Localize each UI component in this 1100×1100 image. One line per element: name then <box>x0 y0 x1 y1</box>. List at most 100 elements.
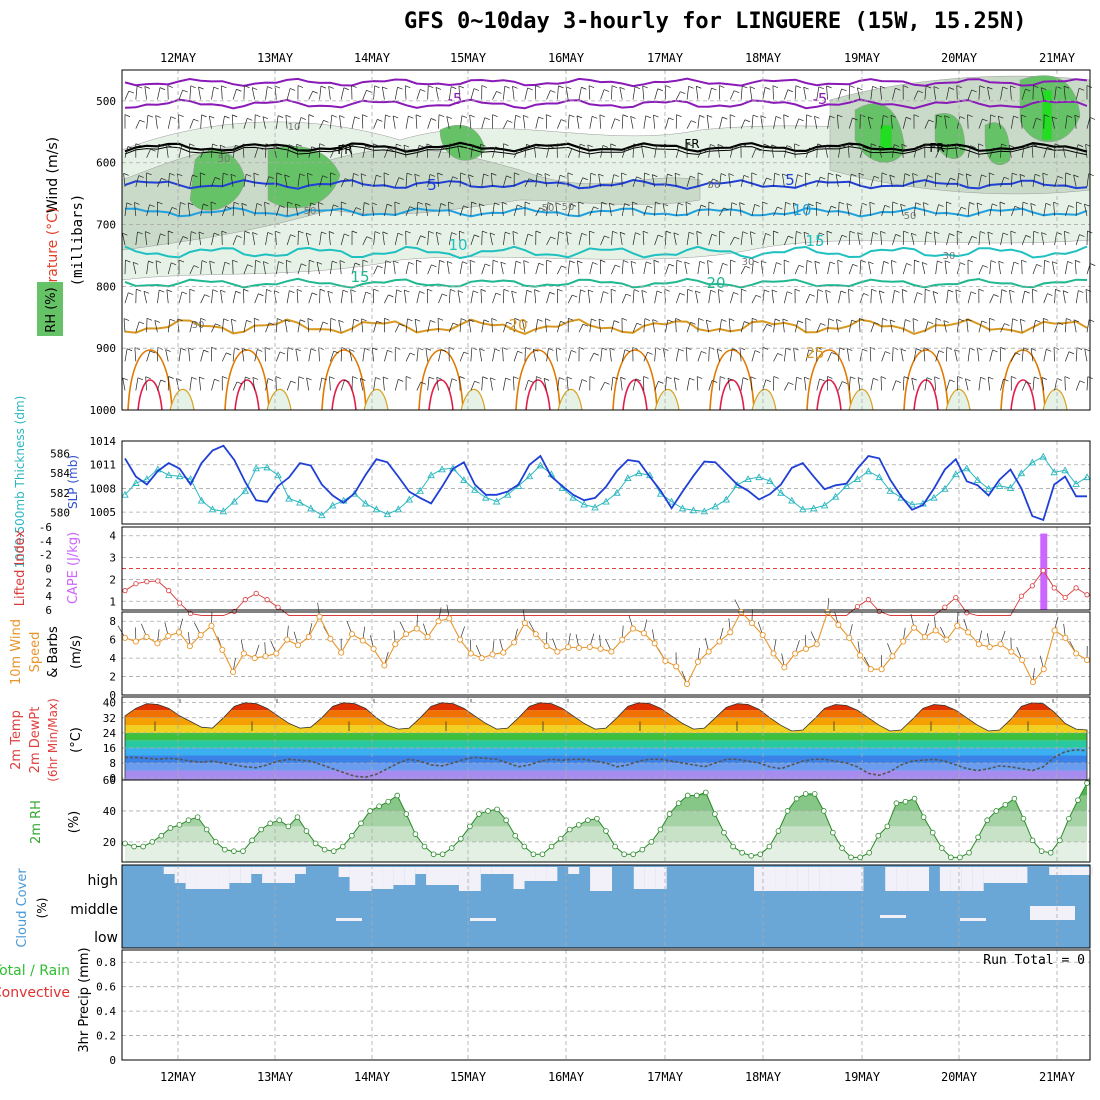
wind-barb <box>275 376 281 379</box>
thickness-marker <box>744 475 752 483</box>
wind-barb <box>874 322 880 325</box>
wind-barb <box>201 260 208 263</box>
wind-barb <box>275 230 281 234</box>
lifted-index-marker <box>166 588 172 594</box>
wind-barb <box>441 147 447 150</box>
wind-barb <box>777 353 783 356</box>
wind-barb <box>392 115 399 119</box>
wind-barb <box>827 205 832 217</box>
wind-barb <box>1041 232 1047 235</box>
wind-barb <box>362 202 365 216</box>
wind-barb <box>427 288 433 292</box>
wind-barb <box>926 377 933 381</box>
wind-barb <box>350 289 356 293</box>
wind-barb <box>1064 230 1070 234</box>
wind-barb <box>396 143 402 147</box>
wind-barb <box>436 377 442 380</box>
wind-barb <box>970 291 977 295</box>
wind-barb <box>451 378 458 381</box>
wind-barb <box>1042 173 1045 187</box>
wind-barb <box>1053 347 1055 362</box>
rh-contour-fill <box>1042 388 1068 411</box>
wind-barb <box>557 231 560 246</box>
wind-barb <box>851 173 857 177</box>
high-cloud-gap <box>240 867 252 883</box>
wind-barb <box>721 319 727 322</box>
rh-marker <box>1029 837 1036 844</box>
rh-marker <box>830 829 836 836</box>
wind-barb <box>502 322 508 333</box>
wind-barb <box>181 291 188 295</box>
wind-barb <box>366 236 372 240</box>
wind-barb <box>382 376 389 380</box>
wind-barb <box>836 319 842 322</box>
lifted-index-marker <box>122 588 128 594</box>
rh-legend-swatch <box>37 282 63 336</box>
slp-line <box>124 444 1087 522</box>
temp-contour-label: 15 <box>805 232 824 250</box>
wind-barb <box>753 260 759 264</box>
wind-barb <box>334 149 340 152</box>
thickness-marker <box>1017 469 1026 477</box>
wind-barb <box>889 319 893 333</box>
rh-marker <box>503 817 509 824</box>
high-cloud-gap <box>950 867 962 891</box>
wind-barb <box>900 348 907 352</box>
wind-speed-marker <box>1019 656 1026 664</box>
wind-barb <box>782 173 788 177</box>
wind-barb <box>921 262 926 275</box>
wind-barb <box>522 115 526 129</box>
wind-barb <box>697 351 702 362</box>
wind-barb <box>200 294 205 304</box>
wind-barb <box>589 206 594 217</box>
wind-barb <box>571 148 578 151</box>
wind-barb <box>901 289 904 304</box>
wind-barb <box>776 262 782 265</box>
wind-barb <box>576 115 583 119</box>
wind-barb <box>1074 114 1080 118</box>
wind-speed-marker <box>121 634 129 641</box>
wind-barb <box>204 147 210 151</box>
wind-barb <box>762 233 766 246</box>
wind-barb <box>535 173 538 187</box>
wind-barb <box>289 290 295 293</box>
wind-speed-marker <box>305 633 312 640</box>
wind-speed-marker <box>489 651 496 658</box>
high-cloud-gap <box>764 867 776 891</box>
wind-barb <box>178 114 184 118</box>
wind-barb <box>352 376 358 379</box>
wind-barb <box>288 144 295 148</box>
high-cloud-gap <box>360 867 372 891</box>
wind-barb <box>881 115 884 129</box>
wind-barb <box>857 377 861 391</box>
wind-barb <box>403 144 410 148</box>
wind-barb <box>127 146 134 149</box>
wind-barb <box>590 172 596 176</box>
wind-barb <box>243 320 247 333</box>
thickness-marker <box>241 486 250 494</box>
wind-barb <box>611 231 613 246</box>
wind-barb <box>934 376 940 380</box>
wind-barb <box>166 144 169 158</box>
wind-barb <box>765 87 771 90</box>
wind-barb <box>351 319 355 333</box>
wind-barb <box>849 85 855 88</box>
wind-barb <box>124 202 128 216</box>
wind-barb <box>143 291 150 294</box>
wind-barb <box>405 116 409 129</box>
lifted-index-marker <box>1073 585 1079 591</box>
wind-barb <box>611 85 613 100</box>
wind-barb <box>344 379 350 383</box>
thickness-marker <box>1061 466 1069 474</box>
wind-barb <box>643 205 648 217</box>
wind-barb <box>1062 145 1066 158</box>
wind-barb <box>578 289 581 304</box>
wind-barb <box>359 378 364 391</box>
high-cloud-gap <box>491 867 503 874</box>
wind-barb <box>697 205 702 217</box>
wind-barb <box>634 86 641 90</box>
wind-barb <box>814 260 820 264</box>
wind-speed-marker <box>424 633 431 640</box>
wind-barb <box>265 289 267 304</box>
high-cloud-gap <box>896 867 908 891</box>
